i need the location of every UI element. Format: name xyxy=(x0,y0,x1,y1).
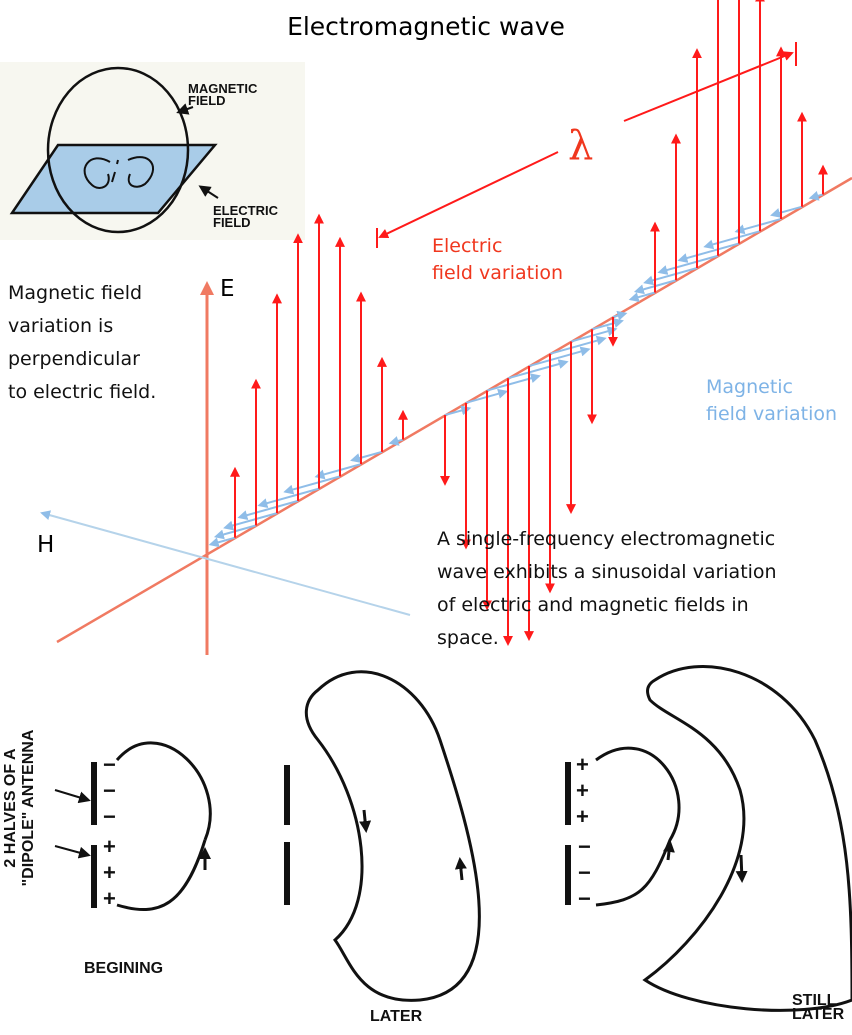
h-axis xyxy=(40,510,411,616)
figure-title: Electromagnetic wave xyxy=(287,12,565,41)
electric-field-arrows xyxy=(230,0,828,646)
magnetic-field-arrow xyxy=(570,326,618,343)
plus-sign: + xyxy=(103,834,116,859)
stage-still-later-label: STILL LATER xyxy=(792,992,845,1023)
magnetic-variation-label: Magnetic field variation xyxy=(706,376,838,425)
field-loop-beginning xyxy=(115,741,212,841)
field-loop-inner xyxy=(595,746,681,907)
magnetic-field-arrow xyxy=(677,242,740,263)
dipole-label: 2 HALVES OF A "DIPOLE" ANTENNA xyxy=(2,729,37,887)
minus-sign: − xyxy=(103,778,116,803)
wave-caption: A single-frequency electromagnetic wave e… xyxy=(437,528,777,649)
h-axis-label: H xyxy=(37,532,55,558)
magnetic-field-arrow xyxy=(703,230,761,250)
minus-sign: − xyxy=(578,886,591,911)
stage-later-label: LATER xyxy=(370,1008,423,1025)
plus-sign: + xyxy=(576,778,589,803)
magnetic-field-arrow xyxy=(237,499,299,520)
e-axis-label: E xyxy=(220,276,235,302)
magnetic-field-arrow xyxy=(591,318,624,331)
magnetic-field-arrow xyxy=(223,512,278,531)
plus-sign: + xyxy=(103,886,116,911)
field-orientation-inset xyxy=(0,62,305,240)
magnetic-field-arrow xyxy=(283,475,341,495)
magnetic-field-arrow xyxy=(612,310,628,321)
inset-magnetic-label: MAGNETIC FIELD xyxy=(188,81,258,108)
propagation-axis xyxy=(56,176,852,644)
stage-beginning-label: BEGINING xyxy=(84,960,164,977)
inset-electric-label: ELECTRIC FIELD xyxy=(213,203,278,230)
magnetic-field-circle xyxy=(46,66,190,234)
minus-sign: − xyxy=(578,834,591,859)
field-loop-later xyxy=(304,670,481,1002)
magnetic-field-arrow xyxy=(628,291,656,302)
magnetic-field-arrow xyxy=(770,205,803,218)
magnetic-field-arrow xyxy=(350,450,383,463)
magnetic-field-arrow xyxy=(208,536,236,548)
magnetic-field-arrow xyxy=(528,346,591,368)
electric-variation-label: Electric field variation xyxy=(432,235,564,284)
magnetic-note: Magnetic field variation is perpendicular t… xyxy=(8,282,157,403)
magnetic-field-arrow xyxy=(808,190,824,201)
field-loop-beginning-lower xyxy=(116,839,207,911)
plus-sign: + xyxy=(576,804,589,829)
magnetic-field-arrow xyxy=(314,463,362,480)
magnetic-field-arrow xyxy=(257,487,320,508)
plus-sign: + xyxy=(576,752,589,777)
magnetic-field-arrow xyxy=(734,217,782,235)
plus-sign: + xyxy=(103,860,116,885)
magnetic-field-arrow xyxy=(549,335,607,355)
minus-sign: − xyxy=(103,752,116,777)
field-loop-outer xyxy=(642,665,852,1012)
wavelength-symbol: λ xyxy=(568,123,594,169)
wavelength-marker xyxy=(376,42,797,248)
dipole-antenna-sequence xyxy=(54,665,852,1012)
magnetic-field-arrow xyxy=(657,254,719,275)
minus-sign: − xyxy=(578,860,591,885)
magnetic-field-arrow xyxy=(507,359,569,380)
magnetic-field-arrow xyxy=(388,436,404,446)
minus-sign: − xyxy=(103,804,116,829)
magnetic-field-arrow xyxy=(643,267,698,286)
magnetic-field-arrow xyxy=(486,373,541,392)
